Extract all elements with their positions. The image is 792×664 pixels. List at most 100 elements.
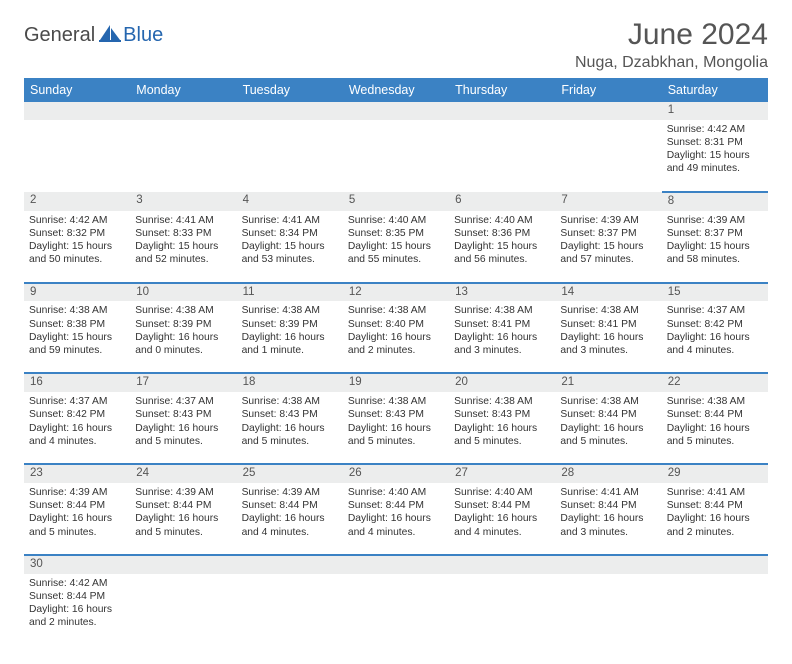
sunrise-text: Sunrise: 4:39 AM	[242, 486, 338, 499]
sunset-text: Sunset: 8:41 PM	[454, 318, 550, 331]
week-row: Sunrise: 4:42 AMSunset: 8:44 PMDaylight:…	[24, 574, 768, 646]
daylight-text: Daylight: 16 hours and 2 minutes.	[667, 512, 763, 538]
day-cell: Sunrise: 4:38 AMSunset: 8:43 PMDaylight:…	[343, 392, 449, 464]
day-number	[130, 555, 236, 574]
sunset-text: Sunset: 8:36 PM	[454, 227, 550, 240]
sunset-text: Sunset: 8:35 PM	[348, 227, 444, 240]
day-cell: Sunrise: 4:38 AMSunset: 8:41 PMDaylight:…	[449, 301, 555, 373]
daylight-text: Daylight: 15 hours and 53 minutes.	[242, 240, 338, 266]
day-cell: Sunrise: 4:40 AMSunset: 8:44 PMDaylight:…	[343, 483, 449, 555]
sunrise-text: Sunrise: 4:40 AM	[348, 214, 444, 227]
day-cell: Sunrise: 4:39 AMSunset: 8:44 PMDaylight:…	[130, 483, 236, 555]
daylight-text: Daylight: 16 hours and 5 minutes.	[242, 422, 338, 448]
day-header: Monday	[130, 78, 236, 102]
day-number: 7	[555, 192, 661, 211]
day-number	[662, 555, 768, 574]
sunrise-text: Sunrise: 4:38 AM	[454, 395, 550, 408]
sunset-text: Sunset: 8:44 PM	[454, 499, 550, 512]
sunrise-text: Sunrise: 4:38 AM	[242, 304, 338, 317]
sunrise-text: Sunrise: 4:39 AM	[29, 486, 125, 499]
day-number	[555, 102, 661, 120]
sunset-text: Sunset: 8:32 PM	[29, 227, 125, 240]
daylight-text: Daylight: 16 hours and 2 minutes.	[29, 603, 125, 629]
sunset-text: Sunset: 8:44 PM	[667, 408, 763, 421]
sunrise-text: Sunrise: 4:41 AM	[560, 486, 656, 499]
daylight-text: Daylight: 16 hours and 0 minutes.	[135, 331, 231, 357]
day-cell: Sunrise: 4:38 AMSunset: 8:39 PMDaylight:…	[237, 301, 343, 373]
sunset-text: Sunset: 8:44 PM	[348, 499, 444, 512]
day-header: Thursday	[449, 78, 555, 102]
daylight-text: Daylight: 16 hours and 5 minutes.	[135, 422, 231, 448]
week-row: Sunrise: 4:42 AMSunset: 8:32 PMDaylight:…	[24, 211, 768, 283]
day-number: 20	[449, 373, 555, 392]
sunset-text: Sunset: 8:44 PM	[667, 499, 763, 512]
day-number: 1	[662, 102, 768, 120]
day-cell	[130, 120, 236, 192]
day-cell: Sunrise: 4:40 AMSunset: 8:36 PMDaylight:…	[449, 211, 555, 283]
daylight-text: Daylight: 15 hours and 55 minutes.	[348, 240, 444, 266]
daylight-text: Daylight: 16 hours and 5 minutes.	[29, 512, 125, 538]
day-cell: Sunrise: 4:41 AMSunset: 8:44 PMDaylight:…	[555, 483, 661, 555]
day-cell: Sunrise: 4:38 AMSunset: 8:43 PMDaylight:…	[449, 392, 555, 464]
day-cell	[237, 120, 343, 192]
day-number	[237, 102, 343, 120]
daylight-text: Daylight: 15 hours and 49 minutes.	[667, 149, 763, 175]
sunrise-text: Sunrise: 4:42 AM	[29, 214, 125, 227]
sunset-text: Sunset: 8:42 PM	[29, 408, 125, 421]
sunset-text: Sunset: 8:43 PM	[348, 408, 444, 421]
day-cell: Sunrise: 4:38 AMSunset: 8:41 PMDaylight:…	[555, 301, 661, 373]
day-number: 5	[343, 192, 449, 211]
day-cell	[343, 574, 449, 646]
day-number: 25	[237, 464, 343, 483]
day-cell	[130, 574, 236, 646]
daylight-text: Daylight: 16 hours and 4 minutes.	[242, 512, 338, 538]
day-cell: Sunrise: 4:38 AMSunset: 8:44 PMDaylight:…	[555, 392, 661, 464]
daylight-text: Daylight: 16 hours and 5 minutes.	[135, 512, 231, 538]
sunrise-text: Sunrise: 4:37 AM	[29, 395, 125, 408]
sunrise-text: Sunrise: 4:38 AM	[348, 304, 444, 317]
sunrise-text: Sunrise: 4:39 AM	[560, 214, 656, 227]
sunrise-text: Sunrise: 4:38 AM	[348, 395, 444, 408]
sunrise-text: Sunrise: 4:40 AM	[454, 214, 550, 227]
day-cell: Sunrise: 4:38 AMSunset: 8:44 PMDaylight:…	[662, 392, 768, 464]
sunset-text: Sunset: 8:41 PM	[560, 318, 656, 331]
day-number	[555, 555, 661, 574]
day-number	[24, 102, 130, 120]
day-header: Sunday	[24, 78, 130, 102]
day-cell: Sunrise: 4:37 AMSunset: 8:42 PMDaylight:…	[662, 301, 768, 373]
day-cell: Sunrise: 4:40 AMSunset: 8:44 PMDaylight:…	[449, 483, 555, 555]
sunrise-text: Sunrise: 4:41 AM	[242, 214, 338, 227]
day-number: 3	[130, 192, 236, 211]
day-number: 21	[555, 373, 661, 392]
sunrise-text: Sunrise: 4:39 AM	[135, 486, 231, 499]
location: Nuga, Dzabkhan, Mongolia	[575, 54, 768, 72]
daylight-text: Daylight: 15 hours and 57 minutes.	[560, 240, 656, 266]
sunset-text: Sunset: 8:38 PM	[29, 318, 125, 331]
day-number: 4	[237, 192, 343, 211]
day-cell: Sunrise: 4:41 AMSunset: 8:44 PMDaylight:…	[662, 483, 768, 555]
sunset-text: Sunset: 8:37 PM	[560, 227, 656, 240]
header: General Blue June 2024 Nuga, Dzabkhan, M…	[24, 18, 768, 72]
day-number: 22	[662, 373, 768, 392]
sunrise-text: Sunrise: 4:37 AM	[667, 304, 763, 317]
daylight-text: Daylight: 15 hours and 59 minutes.	[29, 331, 125, 357]
daylight-text: Daylight: 16 hours and 4 minutes.	[454, 512, 550, 538]
week-row: Sunrise: 4:38 AMSunset: 8:38 PMDaylight:…	[24, 301, 768, 373]
daynum-row: 9101112131415	[24, 283, 768, 302]
day-cell: Sunrise: 4:42 AMSunset: 8:44 PMDaylight:…	[24, 574, 130, 646]
daylight-text: Daylight: 16 hours and 5 minutes.	[454, 422, 550, 448]
daylight-text: Daylight: 15 hours and 52 minutes.	[135, 240, 231, 266]
sail-icon	[99, 24, 121, 47]
day-cell	[343, 120, 449, 192]
daylight-text: Daylight: 15 hours and 58 minutes.	[667, 240, 763, 266]
sunset-text: Sunset: 8:34 PM	[242, 227, 338, 240]
day-number: 24	[130, 464, 236, 483]
daylight-text: Daylight: 15 hours and 50 minutes.	[29, 240, 125, 266]
day-cell: Sunrise: 4:42 AMSunset: 8:31 PMDaylight:…	[662, 120, 768, 192]
sunrise-text: Sunrise: 4:41 AM	[135, 214, 231, 227]
daylight-text: Daylight: 16 hours and 4 minutes.	[348, 512, 444, 538]
day-number	[343, 555, 449, 574]
day-number: 30	[24, 555, 130, 574]
day-header: Tuesday	[237, 78, 343, 102]
day-number: 28	[555, 464, 661, 483]
